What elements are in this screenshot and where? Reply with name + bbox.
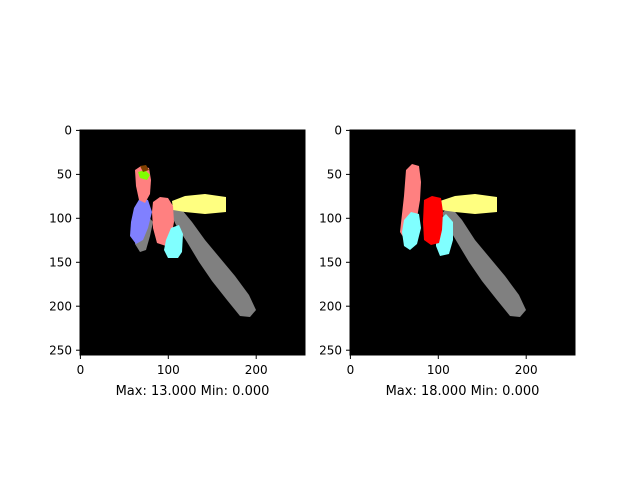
left-y-tick-label: 0	[64, 124, 72, 138]
left-x-tick-label: 200	[245, 363, 268, 377]
left-y-tick-label: 200	[49, 300, 72, 314]
right-y-tick-label: 150	[319, 256, 342, 270]
left-y-tick-label: 50	[57, 168, 72, 182]
left-y-tick-label: 250	[49, 344, 72, 358]
left-y-tick-label: 150	[49, 256, 72, 270]
right-y-tick-label: 50	[327, 168, 342, 182]
segment-red	[423, 196, 443, 245]
left-x-tick-label: 0	[77, 363, 85, 377]
right-x-tick-label: 200	[515, 363, 538, 377]
right-x-tick-label: 0	[347, 363, 355, 377]
left-caption: Max: 13.000 Min: 0.000	[116, 384, 270, 399]
left-y-tick-label: 100	[49, 212, 72, 226]
right-caption: Max: 18.000 Min: 0.000	[386, 384, 540, 399]
left-x-tick-label: 100	[157, 363, 180, 377]
right-y-tick-label: 200	[319, 300, 342, 314]
right-x-tick-label: 100	[427, 363, 450, 377]
right-y-tick-label: 100	[319, 212, 342, 226]
right-y-tick-label: 0	[334, 124, 342, 138]
right-y-tick-label: 250	[319, 344, 342, 358]
